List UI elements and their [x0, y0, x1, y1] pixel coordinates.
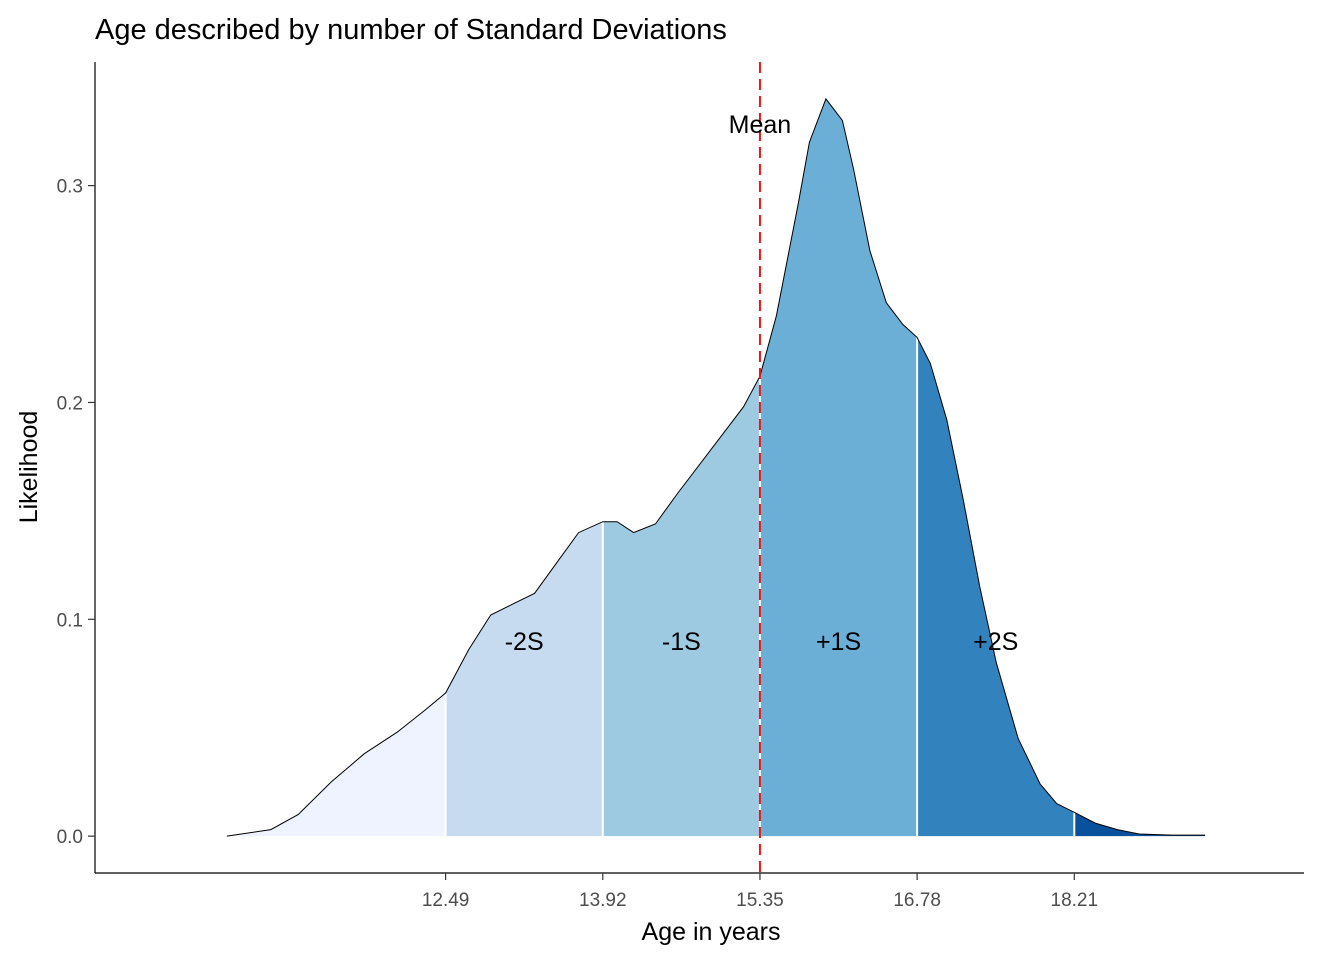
band-label-2: -1S	[662, 628, 701, 656]
x-ticks: 12.49 13.92 15.35 16.78 18.21	[422, 873, 1098, 911]
density-bands	[226, 98, 1206, 837]
band-area-4	[917, 337, 1075, 837]
band-area-1	[445, 521, 603, 837]
band-label-3: +1S	[816, 628, 861, 656]
x-tick-label-3: 16.78	[893, 890, 941, 911]
band-area-0	[226, 693, 446, 837]
band-label-4: +2S	[973, 628, 1018, 656]
band-label-1: -2S	[505, 628, 544, 656]
y-axis-title: Likelihood	[15, 411, 43, 524]
band-area-2	[602, 376, 760, 837]
y-ticks: 0.0 0.1 0.2 0.3	[57, 177, 95, 848]
band-labels: -2S -1S +1S +2S	[505, 628, 1019, 656]
y-tick-label-0: 0.0	[57, 827, 83, 848]
y-tick-label-3: 0.3	[57, 177, 83, 198]
y-tick-label-1: 0.1	[57, 610, 83, 631]
mean-label: Mean	[729, 111, 792, 139]
band-area-3	[759, 98, 918, 837]
band-area-5	[1074, 812, 1206, 837]
x-axis-title: Age in years	[642, 918, 781, 946]
x-tick-label-2: 15.35	[736, 890, 784, 911]
x-tick-label-4: 18.21	[1051, 890, 1099, 911]
x-tick-label-0: 12.49	[422, 890, 470, 911]
y-tick-label-2: 0.2	[57, 393, 83, 414]
x-tick-label-1: 13.92	[579, 890, 627, 911]
density-outline	[226, 97, 1206, 837]
chart-title: Age described by number of Standard Devi…	[95, 14, 727, 46]
